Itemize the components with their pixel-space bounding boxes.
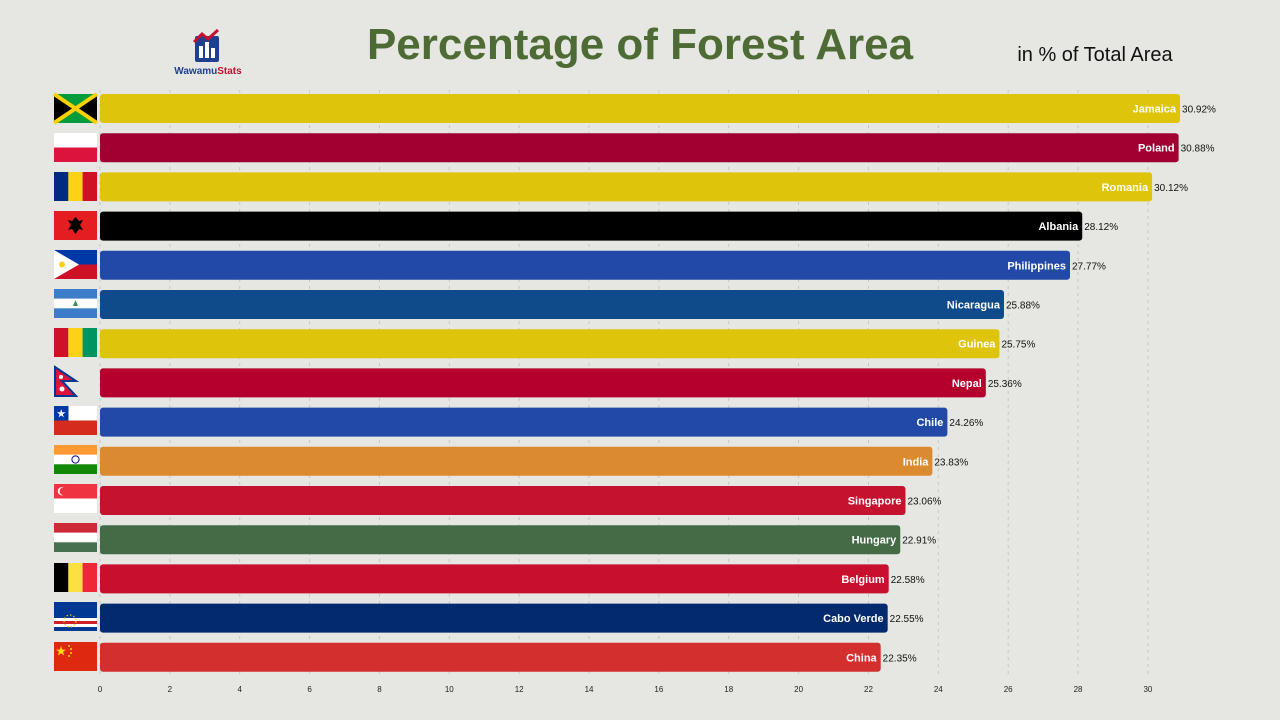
x-tick-label: 20 bbox=[794, 685, 803, 694]
bar-country-label: Chile bbox=[916, 417, 943, 429]
bar-country-label: China bbox=[846, 652, 877, 664]
bar bbox=[100, 368, 986, 398]
bar bbox=[100, 603, 888, 633]
chart-title: Percentage of Forest Area bbox=[366, 20, 914, 69]
flag-jamaica-icon bbox=[52, 92, 99, 125]
flag-chile-icon bbox=[54, 406, 97, 435]
bar-country-label: India bbox=[903, 456, 930, 468]
bar-country-label: Singapore bbox=[848, 496, 902, 508]
flag-cabo-verde-icon bbox=[54, 602, 97, 631]
flag-singapore-icon bbox=[54, 484, 97, 513]
x-tick-label: 0 bbox=[98, 685, 103, 694]
bar bbox=[100, 211, 1083, 241]
bar bbox=[100, 525, 901, 555]
flag-belgium-icon bbox=[54, 563, 97, 592]
bar-value-label: 25.75% bbox=[1001, 340, 1035, 351]
flag-hungary-icon bbox=[54, 523, 97, 552]
bar bbox=[100, 94, 1181, 123]
x-tick-label: 24 bbox=[934, 685, 943, 694]
bar-country-label: Romania bbox=[1102, 182, 1149, 194]
x-tick-label: 18 bbox=[724, 685, 733, 694]
flag-albania-icon bbox=[54, 211, 97, 240]
flag-nicaragua-icon bbox=[54, 289, 97, 318]
bar-value-label: 22.55% bbox=[890, 614, 924, 625]
bar bbox=[100, 642, 881, 672]
flag-india-icon bbox=[54, 445, 97, 474]
logo-icon bbox=[192, 28, 220, 62]
bar-country-label: Nicaragua bbox=[947, 300, 1001, 312]
bar-value-label: 22.58% bbox=[891, 575, 925, 586]
bar-country-label: Belgium bbox=[841, 574, 885, 586]
wawamustats-logo: WawamuStats bbox=[170, 28, 246, 80]
bar-value-label: 24.26% bbox=[949, 418, 983, 429]
bar-value-label: 22.35% bbox=[883, 653, 917, 664]
flag-china-icon bbox=[54, 642, 97, 671]
bar bbox=[100, 133, 1179, 163]
x-tick-label: 8 bbox=[377, 685, 382, 694]
bar-value-label: 25.36% bbox=[988, 379, 1022, 390]
bar bbox=[100, 486, 906, 515]
x-tick-label: 2 bbox=[168, 685, 173, 694]
x-tick-label: 12 bbox=[515, 685, 524, 694]
bar-value-label: 30.92% bbox=[1182, 105, 1216, 116]
bar-value-label: 23.83% bbox=[934, 457, 968, 468]
bar bbox=[100, 290, 1004, 319]
bar bbox=[100, 407, 948, 437]
bar bbox=[100, 172, 1153, 202]
bar bbox=[100, 329, 1000, 359]
bar-country-label: Poland bbox=[1138, 143, 1175, 155]
chart-unit: in % of Total Area bbox=[1017, 44, 1173, 66]
x-tick-label: 26 bbox=[1004, 685, 1013, 694]
flag-guinea-icon bbox=[54, 328, 97, 357]
bar-value-label: 30.12% bbox=[1154, 183, 1188, 194]
bar-country-label: Hungary bbox=[852, 535, 898, 547]
flag-romania-icon bbox=[54, 172, 97, 201]
bar-value-label: 30.88% bbox=[1181, 144, 1215, 155]
bar-country-label: Jamaica bbox=[1133, 104, 1177, 116]
bar-value-label: 25.88% bbox=[1006, 301, 1040, 312]
bar-country-label: Guinea bbox=[958, 339, 996, 351]
bar bbox=[100, 250, 1071, 280]
bar-value-label: 28.12% bbox=[1084, 222, 1118, 233]
logo-text: WawamuStats bbox=[174, 66, 242, 77]
bar-country-label: Cabo Verde bbox=[823, 613, 884, 625]
bar-value-label: 23.06% bbox=[907, 497, 941, 508]
flag-poland-icon bbox=[54, 133, 97, 162]
flag-nepal-icon bbox=[54, 365, 80, 397]
x-tick-label: 10 bbox=[445, 685, 454, 694]
bar-value-label: 27.77% bbox=[1072, 261, 1106, 272]
x-tick-label: 16 bbox=[654, 685, 663, 694]
flag-philippines-icon bbox=[54, 250, 97, 279]
x-tick-label: 30 bbox=[1143, 685, 1152, 694]
x-tick-label: 4 bbox=[237, 685, 242, 694]
bar bbox=[100, 564, 889, 594]
bar-value-label: 22.91% bbox=[902, 536, 936, 547]
bar-country-label: Albania bbox=[1038, 221, 1079, 233]
bar-country-label: Nepal bbox=[952, 378, 982, 390]
x-tick-label: 6 bbox=[307, 685, 312, 694]
bar bbox=[100, 446, 933, 476]
x-tick-label: 28 bbox=[1074, 685, 1083, 694]
bar-country-label: Philippines bbox=[1007, 260, 1066, 272]
x-tick-label: 14 bbox=[585, 685, 594, 694]
x-tick-label: 22 bbox=[864, 685, 873, 694]
